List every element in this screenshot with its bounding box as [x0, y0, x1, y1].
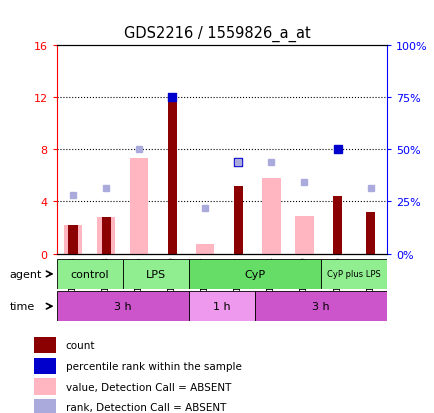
- Bar: [34, 337, 56, 354]
- Bar: [188, 259, 320, 289]
- Text: 3 h: 3 h: [312, 301, 329, 311]
- Text: percentile rank within the sample: percentile rank within the sample: [66, 361, 241, 371]
- Text: agent: agent: [10, 269, 42, 279]
- Bar: [295, 216, 313, 254]
- Bar: [196, 245, 214, 254]
- Bar: [34, 399, 56, 413]
- Text: count: count: [66, 340, 95, 350]
- Bar: [97, 218, 115, 254]
- Text: 1 h: 1 h: [213, 301, 230, 311]
- Bar: [167, 94, 177, 254]
- Bar: [64, 225, 82, 254]
- Bar: [188, 292, 254, 321]
- Text: 3 h: 3 h: [114, 301, 131, 311]
- Bar: [34, 358, 56, 374]
- Bar: [68, 225, 78, 254]
- Text: CyP plus LPS: CyP plus LPS: [326, 270, 380, 279]
- Bar: [56, 259, 122, 289]
- Bar: [262, 178, 280, 254]
- Text: rank, Detection Call = ABSENT: rank, Detection Call = ABSENT: [66, 402, 226, 412]
- Text: value, Detection Call = ABSENT: value, Detection Call = ABSENT: [66, 382, 230, 392]
- Bar: [254, 292, 386, 321]
- Text: CyP: CyP: [244, 269, 265, 279]
- Text: time: time: [10, 301, 35, 311]
- Bar: [122, 259, 188, 289]
- Text: control: control: [70, 269, 108, 279]
- Bar: [101, 218, 111, 254]
- Text: LPS: LPS: [145, 269, 165, 279]
- Bar: [56, 292, 188, 321]
- Bar: [332, 197, 342, 254]
- Bar: [34, 378, 56, 395]
- Text: GDS2216 / 1559826_a_at: GDS2216 / 1559826_a_at: [124, 26, 310, 42]
- Bar: [233, 186, 243, 254]
- Bar: [365, 212, 375, 254]
- Bar: [320, 259, 386, 289]
- Bar: [130, 159, 148, 254]
